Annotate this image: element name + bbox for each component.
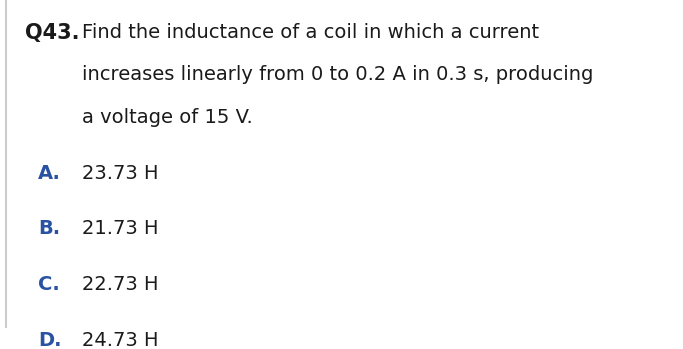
Text: C.: C. <box>38 275 59 294</box>
Text: Q43.: Q43. <box>25 23 80 43</box>
Text: B.: B. <box>38 219 60 238</box>
Text: D.: D. <box>38 331 61 349</box>
Text: 24.73 H: 24.73 H <box>82 331 158 349</box>
Text: a voltage of 15 V.: a voltage of 15 V. <box>82 108 253 127</box>
Text: 21.73 H: 21.73 H <box>82 219 158 238</box>
Text: 23.73 H: 23.73 H <box>82 164 158 183</box>
Text: 22.73 H: 22.73 H <box>82 275 158 294</box>
Text: A.: A. <box>38 164 61 183</box>
Text: increases linearly from 0 to 0.2 A in 0.3 s, producing: increases linearly from 0 to 0.2 A in 0.… <box>82 66 594 84</box>
Text: Find the inductance of a coil in which a current: Find the inductance of a coil in which a… <box>82 23 540 42</box>
